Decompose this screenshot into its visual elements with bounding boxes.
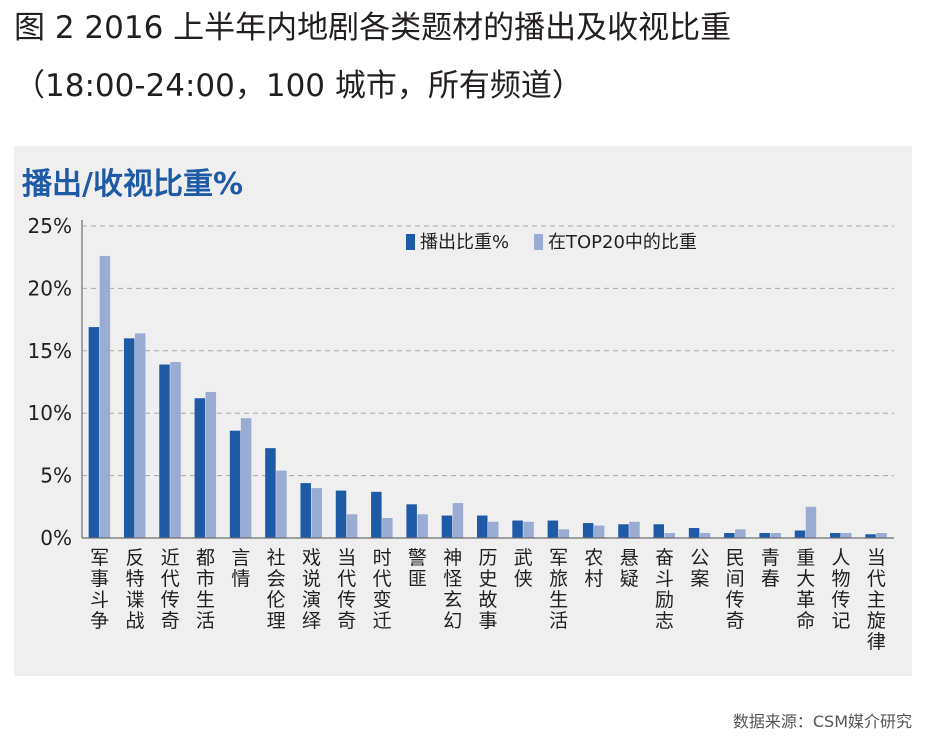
bar-chart: 播出/收视比重% 0% 5% 10% 15% 20% 25% 军事斗争反特谍战近代传奇都市… (22, 167, 894, 653)
y-tick-label: 20% (28, 276, 72, 300)
x-tick-label: 社会伦理 (267, 547, 286, 632)
bar-top20-0 (99, 255, 111, 538)
x-tick-label: 时代变迁 (373, 547, 392, 632)
x-tick-label: 警匪 (408, 547, 427, 590)
x-tick-label: 军旅生活 (549, 547, 568, 632)
bars (88, 255, 887, 538)
bar-broadcast-3 (194, 398, 206, 538)
chart-panel: 播出/收视比重% 0% 5% 10% 15% 20% 25% 军事斗争 反特谍战 近代传奇 都市… (14, 146, 912, 676)
bar-broadcast-14 (582, 523, 594, 538)
legend-swatch (534, 234, 543, 250)
bar-top20-17 (699, 533, 711, 538)
y-tick-label: 0% (40, 526, 72, 550)
bar-top20-7 (346, 514, 358, 538)
bar-top20-10 (452, 503, 464, 538)
bar-top20-18 (735, 529, 746, 538)
bar-broadcast-10 (441, 515, 453, 538)
x-tick-label: 民间传奇 (726, 547, 745, 632)
legend: 播出比重% 在TOP20中的比重 (406, 232, 697, 253)
bar-broadcast-7 (335, 490, 347, 538)
y-tick-label: 5% (40, 464, 72, 488)
bar-broadcast-1 (123, 338, 135, 538)
bar-top20-20 (805, 506, 817, 538)
bar-top20-16 (664, 533, 676, 538)
x-tick-label: 都市生活 (196, 547, 215, 632)
x-tick-label: 神怪玄幻 (443, 547, 462, 632)
x-tick-label: 反特谍战 (125, 547, 144, 632)
bar-top20-12 (523, 521, 534, 538)
bar-top20-14 (593, 525, 605, 538)
x-tick-label: 历史故事 (478, 547, 497, 632)
x-tick-label: 武侠 (514, 547, 533, 590)
bar-top20-6 (311, 488, 322, 538)
bar-top20-9 (417, 514, 428, 538)
bar-broadcast-5 (265, 448, 276, 538)
bar-broadcast-21 (830, 533, 841, 538)
x-tick-label: 悬疑 (620, 547, 639, 590)
bar-top20-8 (382, 518, 393, 538)
y-tick-label: 10% (28, 401, 72, 425)
bar-top20-5 (276, 470, 287, 538)
x-tick-label: 言情 (231, 547, 250, 590)
bar-broadcast-8 (371, 491, 382, 538)
bar-top20-4 (240, 418, 252, 538)
bar-top20-1 (134, 333, 146, 538)
legend-label: 在TOP20中的比重 (548, 232, 697, 253)
x-tick-label: 当代主旋律 (867, 547, 886, 653)
bar-broadcast-0 (88, 327, 100, 538)
gridlines (82, 225, 894, 477)
bar-top20-22 (876, 533, 887, 538)
y-axis: 0% 5% 10% 15% 20% 25% (28, 214, 894, 550)
bar-broadcast-16 (653, 524, 665, 538)
bar-broadcast-2 (159, 364, 170, 538)
y-tick-label: 15% (28, 339, 72, 363)
figure-subtitle: （18:00-24:00，100 城市，所有频道） (14, 68, 583, 104)
bar-top20-21 (841, 533, 852, 538)
bar-broadcast-4 (229, 430, 241, 538)
legend-label: 播出比重% (420, 232, 509, 253)
x-tick-label: 青春 (761, 547, 780, 590)
bar-broadcast-18 (724, 533, 735, 538)
x-tick-label: 戏说演绎 (302, 547, 321, 632)
x-tick-label: 重大革命 (796, 547, 815, 632)
bar-broadcast-12 (512, 520, 523, 538)
bar-top20-13 (558, 529, 570, 538)
chart-title: 播出/收视比重% (22, 167, 243, 202)
bar-broadcast-20 (794, 530, 806, 538)
bar-top20-19 (770, 533, 781, 538)
bar-broadcast-11 (477, 515, 488, 538)
x-tick-label: 近代传奇 (161, 547, 180, 632)
data-source-note: 数据来源：CSM媒介研究 (732, 712, 912, 731)
x-tick-label: 农村 (584, 547, 603, 590)
x-tick-label: 奋斗励志 (655, 547, 674, 632)
x-tick-label: 军事斗争 (90, 547, 109, 632)
bar-top20-11 (488, 521, 499, 538)
bar-broadcast-6 (300, 483, 311, 538)
x-axis: 军事斗争反特谍战近代传奇都市生活言情社会伦理戏说演绎当代传奇时代变迁警匪神怪玄幻… (90, 547, 886, 653)
figure-title: 图 2 2016 上半年内地剧各类题材的播出及收视比重 (14, 10, 732, 46)
x-tick-label: 人物传记 (832, 547, 851, 632)
bar-broadcast-9 (406, 504, 417, 538)
bar-broadcast-19 (759, 533, 770, 538)
bar-broadcast-13 (547, 520, 559, 538)
y-tick-label: 25% (28, 214, 72, 238)
bar-top20-3 (205, 391, 217, 538)
bar-broadcast-15 (618, 524, 629, 538)
x-tick-label: 公案 (690, 547, 709, 590)
bar-top20-15 (629, 521, 640, 538)
bar-broadcast-17 (688, 528, 700, 538)
legend-swatch (406, 234, 415, 250)
bar-broadcast-22 (865, 534, 876, 538)
x-tick-label: 当代传奇 (337, 547, 356, 632)
bar-top20-2 (170, 362, 181, 538)
